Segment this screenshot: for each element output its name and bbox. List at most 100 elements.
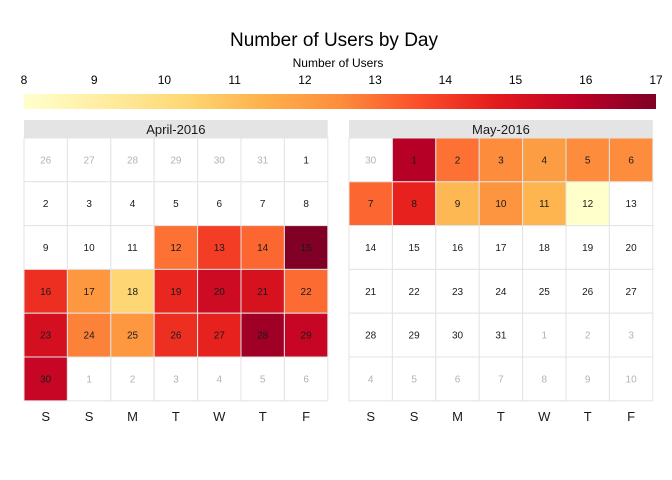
chart-title: Number of Users by Day — [230, 30, 439, 51]
month-header-strip — [24, 120, 328, 138]
day-number-label: 8 — [542, 374, 548, 385]
day-number-label: 11 — [127, 243, 138, 254]
day-number-label: 12 — [582, 199, 594, 210]
day-number-label: 25 — [539, 287, 551, 298]
day-number-label: 9 — [585, 374, 591, 385]
day-cell-filled — [565, 137, 610, 183]
day-number-label: 29 — [409, 331, 421, 342]
day-cell-filled — [391, 137, 437, 183]
day-cell — [283, 356, 329, 402]
day-number-label: 7 — [260, 199, 266, 210]
day-number-label: 30 — [214, 155, 226, 166]
day-number-label: 7 — [368, 199, 374, 210]
day-number-label: 28 — [257, 331, 269, 342]
day-number-label: 18 — [539, 243, 551, 254]
weekday-label: F — [627, 409, 635, 424]
day-number-label: 15 — [301, 243, 313, 254]
day-number-label: 2 — [130, 374, 136, 385]
day-cell-filled — [110, 268, 155, 314]
day-cell-filled — [522, 137, 567, 183]
day-number-label: 31 — [495, 331, 507, 342]
day-number-label: 18 — [127, 287, 139, 298]
day-number-label: 24 — [495, 287, 507, 298]
day-number-label: 27 — [214, 331, 226, 342]
day-number-label: 13 — [626, 199, 638, 210]
day-number-label: 26 — [170, 331, 182, 342]
day-cell — [240, 181, 285, 227]
day-number-label: 5 — [411, 374, 417, 385]
weekday-label: T — [259, 409, 267, 424]
legend-tick-label: 8 — [21, 73, 28, 87]
day-cell — [197, 181, 242, 227]
day-cell-filled — [23, 356, 68, 402]
day-number-label: 30 — [452, 331, 464, 342]
day-cell — [240, 137, 285, 183]
day-number-label: 1 — [303, 155, 309, 166]
day-cell — [435, 225, 480, 270]
day-cell — [435, 268, 480, 314]
day-cell — [391, 268, 437, 314]
day-cell — [435, 356, 480, 402]
day-cell — [608, 225, 654, 270]
weekday-label: T — [497, 409, 505, 424]
day-cell-filled — [110, 312, 155, 358]
day-cell — [283, 181, 329, 227]
day-number-label: 2 — [455, 155, 461, 166]
day-number-label: 21 — [365, 287, 377, 298]
weekday-label: S — [410, 409, 419, 424]
month-header-label: May-2016 — [472, 122, 530, 137]
day-number-label: 21 — [257, 287, 269, 298]
day-cell — [565, 356, 610, 402]
day-cell-filled — [522, 181, 567, 227]
weekday-label: M — [452, 409, 463, 424]
day-number-label: 14 — [257, 243, 269, 254]
day-number-label: 2 — [43, 199, 49, 210]
day-number-label: 4 — [130, 199, 136, 210]
weekday-label: S — [85, 409, 94, 424]
weekday-label: W — [538, 409, 551, 424]
day-number-label: 4 — [217, 374, 223, 385]
legend-tick-label: 15 — [509, 73, 523, 87]
legend-tick-label: 10 — [158, 73, 172, 87]
legend-tick-label: 14 — [439, 73, 453, 87]
day-number-label: 6 — [217, 199, 223, 210]
day-cell — [478, 225, 524, 270]
day-number-label: 23 — [452, 287, 464, 298]
day-cell-filled — [283, 268, 329, 314]
day-number-label: 17 — [84, 287, 96, 298]
day-number-label: 17 — [495, 243, 507, 254]
day-cell — [348, 137, 393, 183]
day-number-label: 12 — [170, 243, 182, 254]
legend-tick-label: 12 — [298, 73, 312, 87]
day-number-label: 14 — [365, 243, 377, 254]
legend-tick-label: 16 — [579, 73, 593, 87]
day-number-label: 9 — [455, 199, 461, 210]
legend-color-bar — [24, 94, 656, 109]
day-number-label: 5 — [173, 199, 179, 210]
day-cell-filled — [197, 225, 242, 270]
legend-tick-label: 17 — [649, 73, 663, 87]
day-cell — [565, 225, 610, 270]
day-cell — [608, 312, 654, 358]
day-number-label: 28 — [127, 155, 139, 166]
day-number-label: 10 — [626, 374, 638, 385]
day-number-label: 15 — [409, 243, 421, 254]
day-number-label: 1 — [86, 374, 92, 385]
day-number-label: 4 — [542, 155, 548, 166]
day-number-label: 19 — [170, 287, 182, 298]
day-cell — [522, 225, 567, 270]
day-number-label: 29 — [301, 331, 313, 342]
weekday-label: S — [366, 409, 375, 424]
weekday-label: M — [127, 409, 138, 424]
day-number-label: 3 — [86, 199, 92, 210]
day-number-label: 13 — [214, 243, 226, 254]
day-number-label: 16 — [452, 243, 464, 254]
day-cell-filled — [240, 312, 285, 358]
day-number-label: 24 — [84, 331, 96, 342]
day-cell-filled — [197, 312, 242, 358]
day-cell-filled — [153, 225, 199, 270]
day-cell — [391, 312, 437, 358]
